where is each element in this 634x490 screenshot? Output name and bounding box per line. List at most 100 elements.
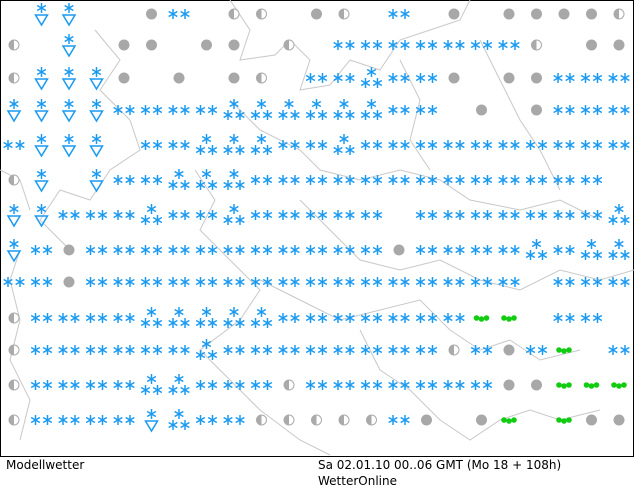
flake-arm <box>360 346 371 354</box>
flake-arm <box>345 74 355 82</box>
flake-arm <box>278 211 288 219</box>
flake-arm <box>345 278 355 286</box>
snowflake <box>152 105 163 115</box>
snowflake <box>113 175 123 185</box>
flake-arm <box>207 278 218 286</box>
flake-arm <box>415 41 426 49</box>
snowflake <box>30 415 41 425</box>
shower-triangle <box>89 110 104 123</box>
snowflake <box>168 210 178 220</box>
flake-arm <box>9 205 19 213</box>
snowflake <box>360 380 371 390</box>
flake-arm <box>70 346 80 354</box>
flake-arm <box>333 74 343 82</box>
flake-arm <box>262 346 273 354</box>
snowflake <box>415 245 426 255</box>
snowflake <box>317 245 328 255</box>
snowflake <box>262 245 273 255</box>
snowflake <box>70 380 80 390</box>
snowflake <box>333 40 343 50</box>
shower-triangle <box>89 145 104 158</box>
snowflake <box>180 385 190 395</box>
snowflake <box>207 145 218 155</box>
snowflake <box>97 313 108 323</box>
flake-arm <box>305 176 316 184</box>
flake-arm <box>372 278 383 286</box>
snowflake <box>305 277 316 287</box>
flake-arm <box>553 314 563 322</box>
flake-arm <box>146 308 157 316</box>
flake-arm <box>388 346 398 354</box>
snowflake <box>372 140 383 150</box>
flake-arm <box>180 319 190 327</box>
flake-arm <box>229 135 239 143</box>
flake-arm <box>333 246 343 254</box>
flake-arm <box>64 135 74 143</box>
snowflake <box>360 345 371 355</box>
snowflake <box>510 40 520 50</box>
snowflake <box>58 210 68 220</box>
flake-arm <box>195 106 206 114</box>
map <box>0 0 634 457</box>
snowflake <box>174 374 184 384</box>
flake-arm <box>290 314 300 322</box>
flake-arm <box>9 100 19 108</box>
flake-arm <box>580 278 591 286</box>
flake-arm <box>113 314 123 322</box>
snowflake <box>305 345 316 355</box>
flake-arm <box>317 314 328 322</box>
flake-arm <box>3 141 13 149</box>
snowflake <box>42 245 53 255</box>
flake-arm <box>339 100 349 108</box>
flake-arm <box>400 381 410 389</box>
shower-triangle <box>144 420 159 433</box>
flake-arm <box>113 416 123 424</box>
snowflake <box>317 277 328 287</box>
half-dot-fill <box>9 73 14 83</box>
half-dot-fill <box>9 415 14 425</box>
snowflake <box>250 175 261 185</box>
fog-dot <box>393 244 405 256</box>
snowflake <box>592 73 603 83</box>
flake-arm <box>235 216 245 224</box>
flake-arm <box>70 211 80 219</box>
flake-arm <box>201 308 212 316</box>
flake-arm <box>608 141 618 149</box>
snowflake <box>537 250 548 260</box>
fog-dot <box>311 8 322 20</box>
flake-arm <box>537 176 548 184</box>
flake-arm <box>345 346 355 354</box>
snowflake <box>580 250 591 260</box>
flake-arm <box>620 251 630 259</box>
snowflake <box>510 210 520 220</box>
shower-triangle <box>34 180 49 193</box>
snowflake <box>36 204 47 214</box>
snowflake <box>42 415 53 425</box>
snowflake <box>195 145 206 155</box>
snowflake <box>614 204 624 214</box>
rain-dot <box>556 347 562 353</box>
snowflake <box>250 380 261 390</box>
snowflake <box>262 145 273 155</box>
flake-arm <box>30 416 41 424</box>
snowflake <box>256 99 267 109</box>
flake-arm <box>608 251 618 259</box>
snowflake <box>345 40 355 50</box>
snowflake <box>339 99 349 109</box>
flake-arm <box>174 410 184 418</box>
flake-arm <box>180 421 190 429</box>
flake-arm <box>97 416 108 424</box>
half-dot-fill <box>9 40 14 50</box>
snowflake <box>333 345 343 355</box>
flake-arm <box>168 386 178 394</box>
snowflake <box>608 345 618 355</box>
snowflake <box>113 277 123 287</box>
snowflake <box>360 110 371 120</box>
snowflake <box>284 99 294 109</box>
snowflake <box>553 210 563 220</box>
flake-arm <box>339 135 349 143</box>
snowflake <box>400 345 410 355</box>
flake-arm <box>592 211 603 219</box>
flake-arm <box>140 278 151 286</box>
flake-arm <box>455 246 465 254</box>
